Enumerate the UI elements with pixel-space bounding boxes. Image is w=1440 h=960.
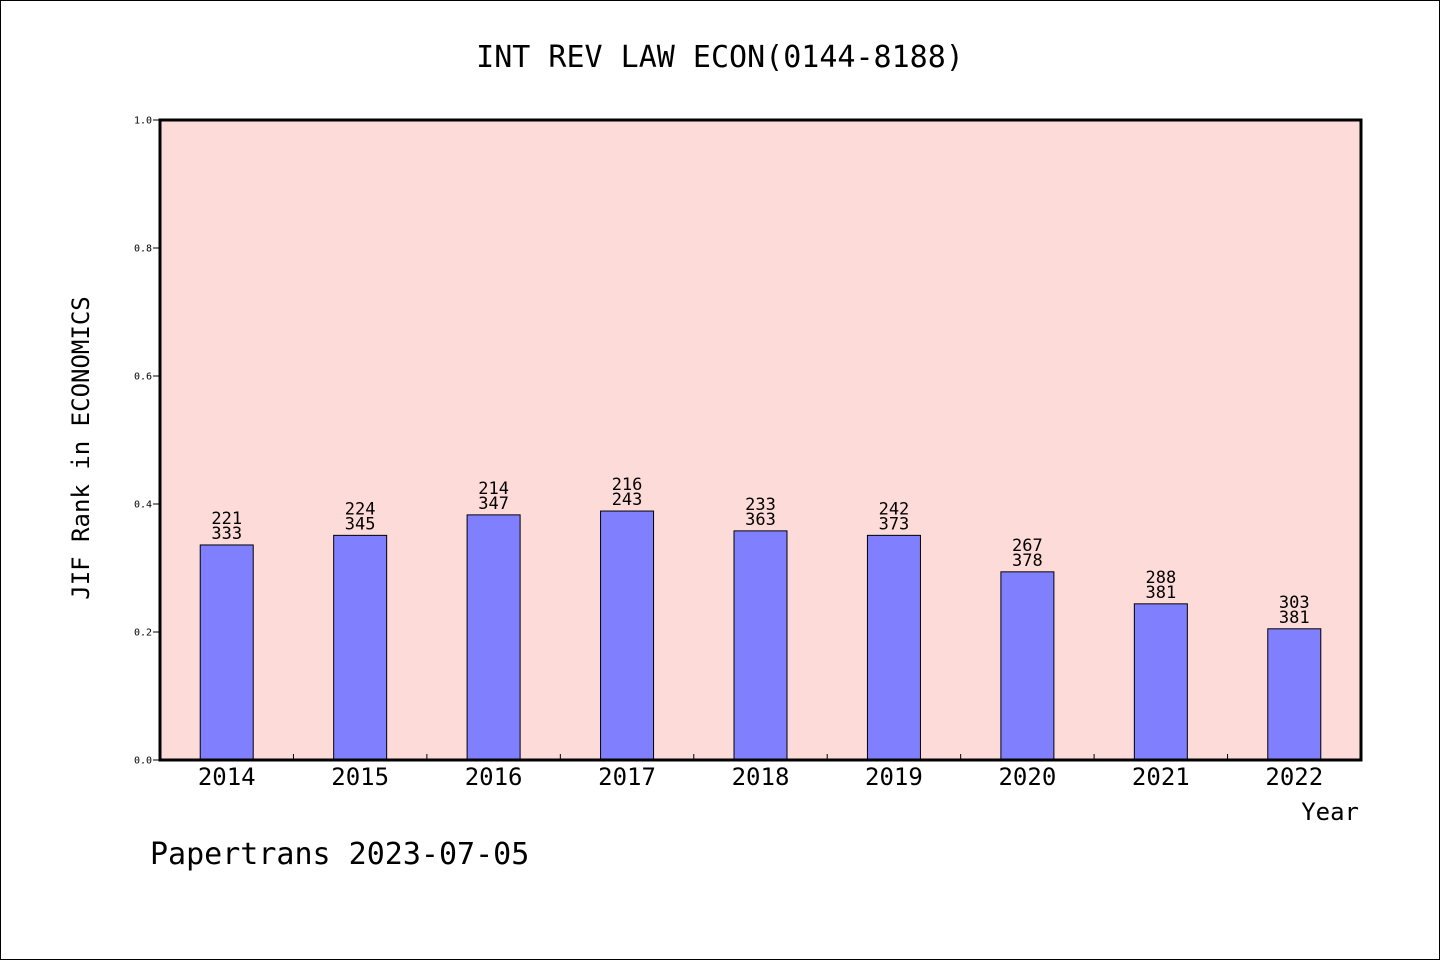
x-tick-label: 2022	[1265, 763, 1323, 791]
bar-total-label: 333	[211, 524, 242, 544]
y-tick-label: 1.0	[134, 116, 152, 127]
y-tick-label: 0.6	[134, 372, 152, 383]
bar-total-label: 381	[1145, 583, 1176, 603]
bar-2020	[1000, 571, 1055, 761]
bar-total-label: 243	[612, 490, 643, 510]
x-tick-label: 2014	[198, 763, 256, 791]
x-axis-label: Year	[1301, 798, 1359, 826]
bar-2014	[199, 544, 254, 761]
bar-2022	[1267, 628, 1322, 761]
x-tick-label: 2020	[998, 763, 1056, 791]
bar-rank-label: 242	[879, 499, 910, 519]
bar-rank-label: 214	[478, 479, 509, 499]
y-tick-label: 0.2	[134, 628, 152, 639]
bar-2015	[333, 534, 388, 761]
bar-2019	[866, 534, 921, 761]
x-tick-label: 2017	[598, 763, 656, 791]
bar-total-label: 378	[1012, 551, 1043, 571]
y-tick-label: 0.8	[134, 244, 152, 255]
bar-rank-label: 267	[1012, 536, 1043, 556]
plot-border	[158, 118, 1363, 762]
x-tick-label: 2016	[465, 763, 523, 791]
chart-title: INT REV LAW ECON(0144-8188)	[476, 40, 964, 75]
bar-rank-label: 303	[1279, 593, 1310, 613]
footer-credit: Papertrans 2023-07-05	[150, 837, 529, 872]
y-axis-label: JIF Rank in ECONOMICS	[67, 296, 95, 599]
bar-2018	[733, 530, 788, 761]
bar-2016	[466, 514, 521, 761]
x-tick-label: 2021	[1132, 763, 1190, 791]
y-tick-label: 0.4	[134, 500, 152, 511]
x-tick-label: 2018	[732, 763, 790, 791]
bar-2021	[1133, 603, 1188, 761]
x-tick-label: 2015	[331, 763, 389, 791]
bar-total-label: 363	[745, 510, 776, 530]
bar-rank-label: 233	[745, 495, 776, 515]
y-tick-label: 0.0	[134, 756, 152, 767]
bar-rank-label: 216	[612, 475, 643, 495]
bar-rank-label: 288	[1145, 568, 1176, 588]
bar-2017	[600, 510, 655, 761]
x-tick-label: 2019	[865, 763, 923, 791]
bar-rank-label: 224	[345, 499, 376, 519]
bar-rank-label: 221	[211, 509, 242, 529]
bar-total-label: 347	[478, 494, 509, 514]
bar-total-label: 373	[879, 514, 910, 534]
bar-total-label: 345	[345, 514, 376, 534]
bar-total-label: 381	[1279, 608, 1310, 628]
